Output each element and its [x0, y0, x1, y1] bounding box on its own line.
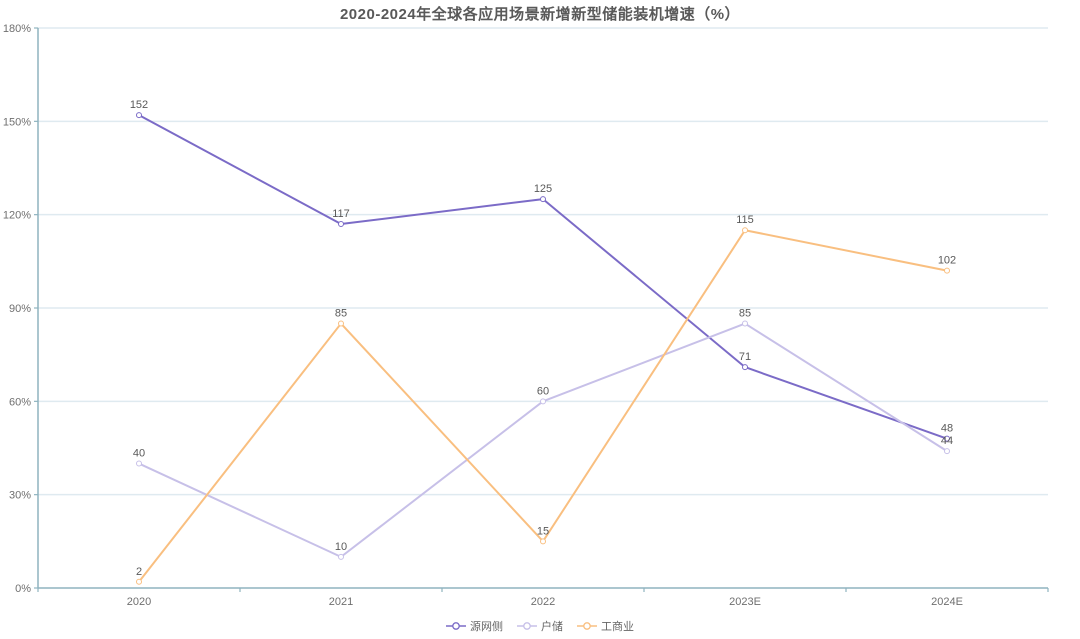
series-line-户储 — [138, 322, 948, 558]
data-point-户储 — [944, 448, 950, 455]
legend-label: 源网侧 — [470, 621, 503, 633]
legend-marker-icon — [446, 622, 466, 630]
x-axis-tick-label: 2021 — [329, 596, 353, 608]
data-label-工商业: 85 — [335, 308, 347, 320]
y-axis-tick-label: 60% — [9, 396, 31, 408]
data-label-源网侧: 152 — [130, 99, 148, 111]
data-point-工商业 — [338, 320, 344, 327]
data-point-工商业 — [540, 538, 546, 545]
data-label-工商业: 115 — [736, 214, 754, 226]
legend-marker-icon — [517, 622, 537, 630]
data-label-户储: 44 — [941, 435, 953, 447]
data-label-源网侧: 125 — [534, 183, 552, 195]
data-point-户储 — [338, 553, 344, 560]
legend-label: 户储 — [541, 621, 563, 633]
chart-legend: 源网侧 户储 工商业 — [0, 618, 1080, 634]
data-point-源网侧 — [540, 196, 546, 203]
data-point-源网侧 — [338, 221, 344, 227]
x-axis-tick-label: 2023E — [729, 596, 761, 608]
line-chart-plot: 0% 30% 60% 90% 120% 150% 180% 2020 2021 2022 2023E… — [3, 23, 1049, 608]
data-label-工商业: 2 — [136, 566, 142, 578]
data-point-源网侧 — [944, 435, 950, 442]
data-point-户储 — [742, 320, 748, 327]
data-point-户储 — [540, 398, 546, 405]
y-axis-tick-label: 150% — [3, 116, 31, 128]
data-label-户储: 60 — [537, 385, 549, 397]
y-axis-tick-label: 30% — [9, 490, 31, 502]
data-point-工商业 — [944, 267, 950, 274]
data-label-户储: 85 — [739, 308, 751, 320]
data-label-源网侧: 117 — [332, 208, 350, 220]
y-axis-tick-label: 90% — [9, 303, 31, 315]
data-label-源网侧: 71 — [739, 351, 751, 363]
data-point-户储 — [136, 460, 142, 467]
data-label-源网侧: 48 — [941, 423, 953, 435]
data-label-户储: 10 — [335, 541, 347, 553]
legend-marker-icon — [577, 622, 597, 630]
data-label-工商业: 102 — [938, 255, 956, 267]
data-point-源网侧 — [136, 112, 142, 119]
legend-label: 工商业 — [601, 621, 634, 633]
y-axis-tick-label: 180% — [3, 23, 31, 35]
y-axis-tick-label: 0% — [15, 583, 31, 595]
x-axis-tick-label: 2024E — [931, 596, 963, 608]
data-point-工商业 — [742, 227, 748, 234]
data-label-户储: 40 — [133, 448, 145, 460]
legend-item-工商业[interactable]: 工商业 — [577, 618, 634, 634]
data-point-源网侧 — [742, 364, 748, 371]
chart-title: 2020-2024年全球各应用场景新增新型储能装机增速（%） — [339, 6, 741, 23]
data-label-工商业: 15 — [537, 525, 549, 537]
legend-item-源网侧[interactable]: 源网侧 — [446, 618, 503, 634]
data-point-工商业 — [136, 578, 142, 585]
y-axis-tick-label: 120% — [3, 210, 31, 222]
x-axis-tick-label: 2022 — [531, 596, 555, 608]
legend-item-户储[interactable]: 户储 — [517, 618, 563, 634]
x-axis-tick-label: 2020 — [127, 596, 151, 608]
